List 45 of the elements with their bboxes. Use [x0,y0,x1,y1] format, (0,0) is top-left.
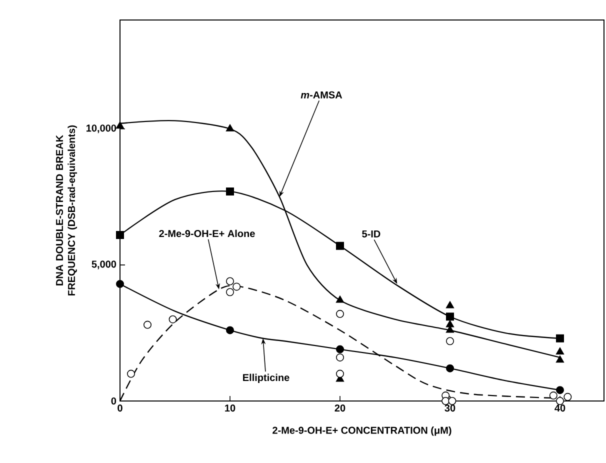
y-tick-label: 5,000 [92,260,116,270]
point [564,392,572,401]
point [446,337,454,346]
x-tick-label: 40 [554,404,566,412]
annotation: Ellipticine [243,374,290,384]
point [336,345,344,354]
point [556,386,564,394]
point [144,320,152,329]
point [556,347,564,355]
annotation: 5-ID [362,230,380,238]
x-tick-label: 10 [225,404,236,412]
x-tick-label: 20 [334,404,346,412]
point [232,282,241,291]
point [116,122,124,129]
point [226,288,234,296]
point [226,326,234,334]
point [226,124,234,132]
point [446,364,454,372]
point [127,370,135,378]
y-tick-label: 10,000 [86,124,116,134]
point [336,353,344,362]
x-tick-label: 30 [444,404,456,412]
point [168,315,177,324]
annotation: m-AMSA [300,91,342,98]
y-axis-title: DNA DOUBLE-STRAND BREAK FREQUENCY (DSB-rad-equivalents) [56,125,78,296]
point [226,187,234,196]
point [448,396,456,405]
point [442,396,450,405]
annotation: 2-Me-9-OH-E+ Alone [159,230,255,238]
point [336,310,344,318]
point [556,334,564,342]
point [116,280,124,288]
point [336,296,344,303]
point [336,242,344,250]
point [336,370,344,378]
y-tick-label: 0 [111,397,116,405]
point [556,396,564,405]
point [226,277,234,286]
point [556,356,564,363]
point [446,312,454,321]
x-axis-title: 2-Me-9-OH-E+ CONCENTRATION (μM) [272,426,452,436]
point [446,301,454,308]
point [116,230,124,239]
x-tick-label: 0 [118,404,122,412]
point [549,392,558,400]
